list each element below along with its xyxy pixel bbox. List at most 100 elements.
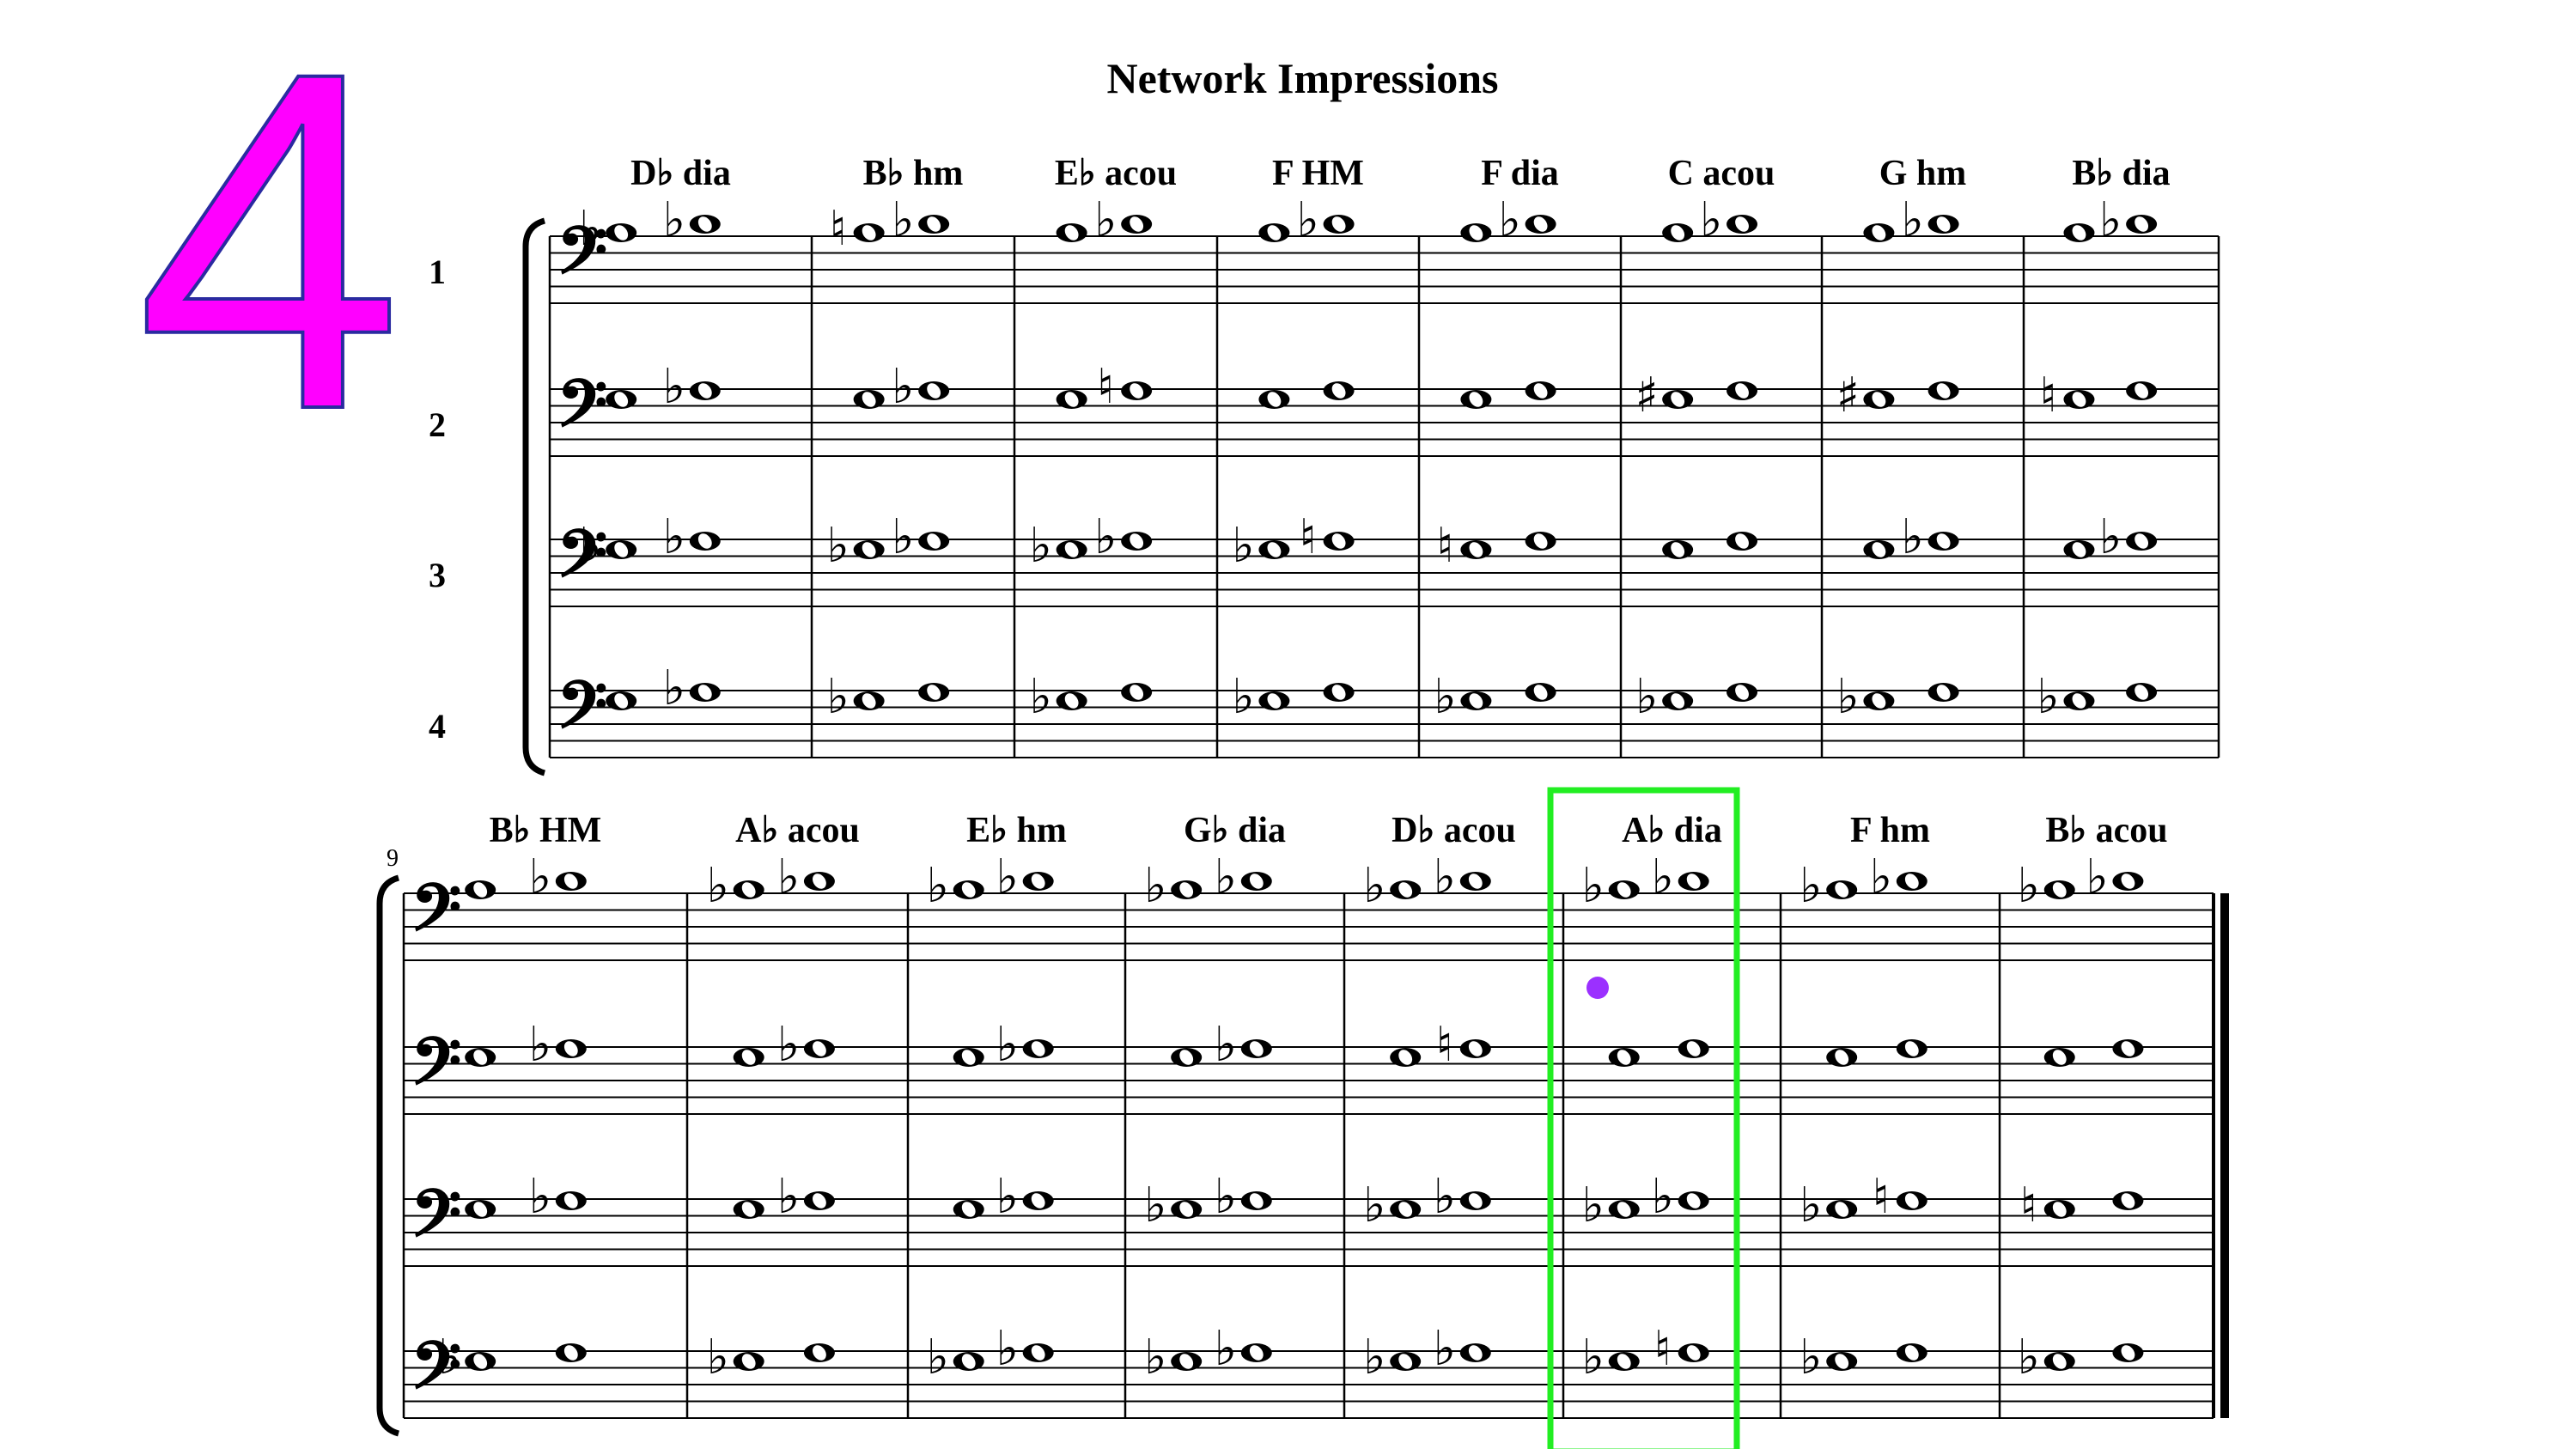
chord-label: F dia [1481,154,1559,193]
bass-clef-icon: 𝄢 [411,869,461,962]
system-bracket [376,874,400,1437]
accidental-flat: ♭ [1870,849,1892,905]
accidental-flat: ♭ [1434,1321,1456,1377]
accidental-flat: ♭ [826,669,849,725]
chord-label: B♭ hm [863,154,964,193]
whole-note [1459,872,1491,891]
whole-note [1608,1352,1640,1371]
whole-note [1896,1191,1927,1210]
whole-note [1022,1039,1054,1058]
accidental-flat: ♭ [1363,858,1385,914]
whole-note [1863,223,1895,242]
whole-note [918,683,950,702]
accidental-flat: ♭ [996,849,1018,905]
bass-clef-icon: 𝄢 [557,365,607,458]
accidental-flat: ♭ [1651,1169,1673,1225]
bass-clef-icon: 𝄢 [557,515,607,608]
whole-note [2043,1048,2075,1067]
accidental-flat: ♭ [927,858,949,914]
whole-note [1171,880,1203,899]
accidental-flat: ♭ [2037,669,2059,725]
whole-note [555,1039,587,1058]
whole-note [853,691,885,710]
whole-note [1927,532,1959,551]
whole-note [1826,1200,1858,1219]
chord-label: B♭ acou [2045,811,2167,850]
bass-clef-icon: 𝄢 [557,212,607,305]
whole-note [689,532,721,551]
whole-note [1459,1343,1491,1362]
accidental-flat: ♭ [1901,509,1923,565]
accidental-natural: ♮ [2039,368,2056,423]
whole-note [2112,1343,2144,1362]
whole-note [1678,1191,1709,1210]
whole-note [2063,223,2095,242]
accidental-flat: ♭ [1363,1330,1385,1385]
accidental-flat: ♭ [1434,849,1456,905]
accidental-flat: ♭ [1800,1330,1822,1385]
whole-note [1258,691,1290,710]
whole-note [606,540,637,559]
accidental-flat: ♭ [1651,849,1673,905]
whole-note [1726,381,1758,400]
whole-note [689,215,721,234]
bass-clef-icon: 𝄢 [557,667,607,759]
whole-note [1525,381,1556,400]
bass-clef-icon: 𝄢 [411,1023,461,1116]
whole-note [1056,691,1087,710]
system-bracket [522,217,546,776]
chord-label: D♭ acou [1392,811,1516,850]
whole-note [803,872,835,891]
staff-number: 3 [429,556,446,594]
accidental-natural: ♮ [830,201,847,257]
whole-note [1460,691,1492,710]
chord-label: B♭ HM [490,811,602,850]
accidental-flat: ♭ [1232,669,1254,725]
whole-note [853,223,885,242]
whole-note [689,381,721,400]
accidental-flat: ♭ [663,192,685,248]
accidental-flat: ♭ [1215,1321,1237,1377]
accidental-flat: ♭ [996,1321,1018,1377]
accidental-flat: ♭ [1582,1330,1605,1385]
whole-note [1390,880,1422,899]
accidental-flat: ♭ [892,509,914,565]
accidental-flat: ♭ [927,1330,949,1385]
whole-note [2126,532,2158,551]
slide-number: 4 [134,0,405,509]
cursor-marker-dot [1586,977,1609,999]
chord-label: G hm [1879,154,1967,193]
whole-note [689,683,721,702]
whole-note [803,1343,835,1362]
accidental-flat: ♭ [2086,849,2108,905]
whole-note [1826,1352,1858,1371]
accidental-flat: ♭ [2018,1330,2040,1385]
accidental-flat: ♭ [1901,192,1923,248]
whole-note [1678,872,1709,891]
whole-note [1240,1191,1272,1210]
accidental-natural: ♮ [1654,1321,1672,1377]
whole-note [803,1039,835,1058]
whole-note [2126,215,2158,234]
whole-note [953,1200,984,1219]
whole-note [918,215,950,234]
accidental-natural: ♮ [1097,359,1114,415]
accidental-sharp: ♯ [1635,368,1659,423]
whole-note [2063,390,2095,409]
accidental-flat: ♭ [892,359,914,415]
whole-note [555,1191,587,1210]
whole-note [953,1352,984,1371]
whole-note [2126,381,2158,400]
accidental-flat: ♭ [2018,858,2040,914]
whole-note [2112,872,2144,891]
whole-note [1460,223,1492,242]
accidental-flat: ♭ [1029,518,1051,574]
whole-note [2043,1200,2075,1219]
whole-note [1056,390,1087,409]
staff-number: 4 [429,707,446,746]
chord-label: A♭ acou [735,811,860,850]
accidental-flat: ♭ [2099,192,2122,248]
accidental-flat: ♭ [1498,192,1520,248]
whole-note [465,1352,496,1371]
